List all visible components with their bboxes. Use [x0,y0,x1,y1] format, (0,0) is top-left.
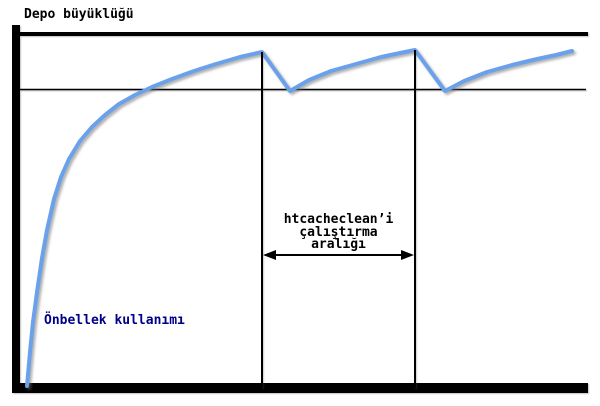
interval-annotation: htcacheclean’i çalıştırma aralığı [283,212,394,252]
axes-group [12,25,588,393]
cleanup-markers-group [261,50,416,388]
interval-arrow [263,250,414,260]
interval-arrow-head-left [263,250,276,260]
y-axis-title: Depo büyüklüğü [24,7,134,22]
cache-usage-curve [25,48,574,388]
interval-arrow-head-right [401,250,414,260]
cache-usage-label: Önbellek kullanımı [44,313,185,328]
y-axis [12,25,20,393]
x-axis [12,383,588,393]
